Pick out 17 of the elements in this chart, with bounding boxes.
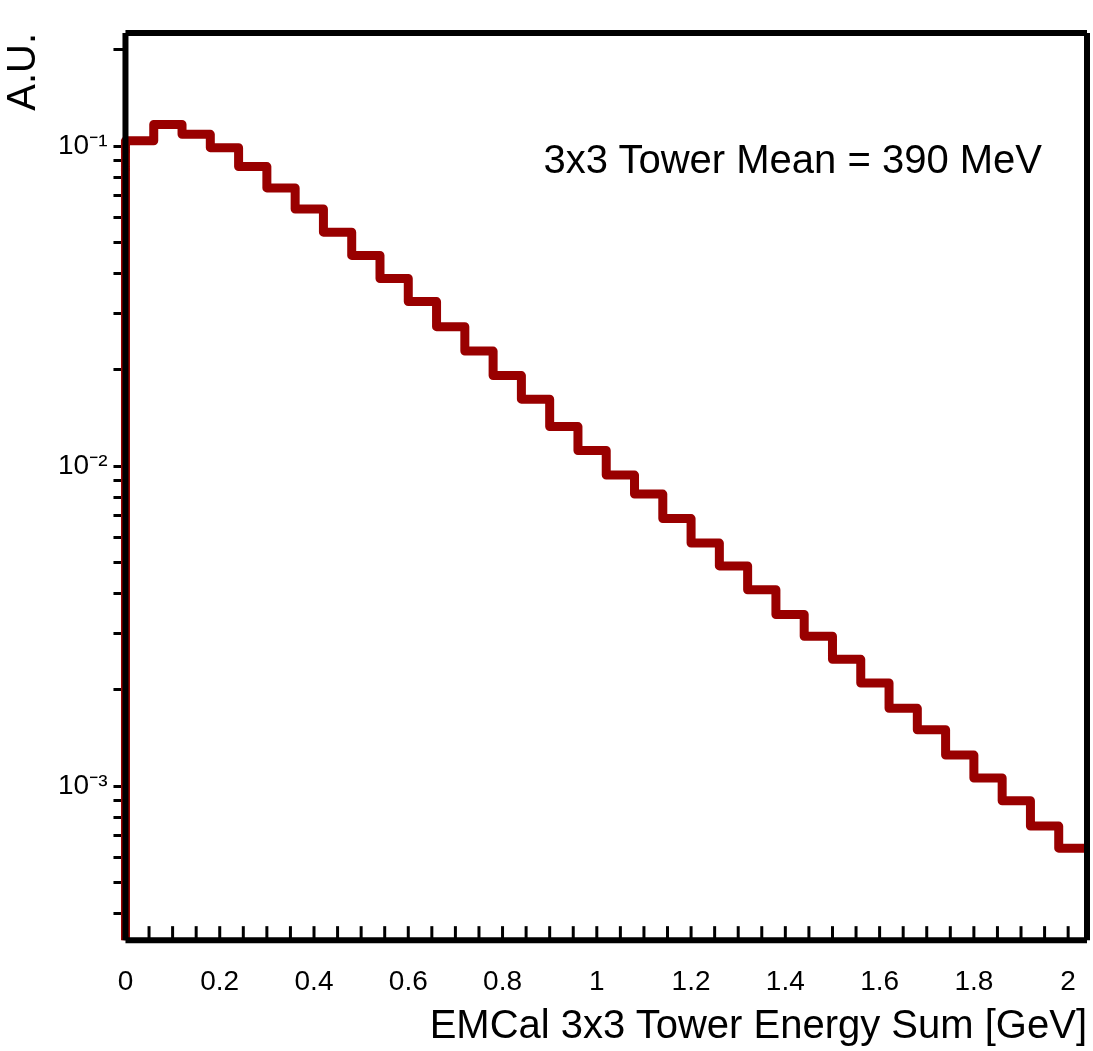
x-tick-label: 1.8 bbox=[954, 964, 994, 996]
x-tick-label: 0.8 bbox=[483, 964, 523, 996]
x-tick-label: 0.2 bbox=[200, 964, 240, 996]
y-axis-title: A.U. bbox=[0, 33, 44, 111]
x-tick-label: 0 bbox=[117, 964, 134, 996]
x-tick-label: 1.6 bbox=[860, 964, 900, 996]
x-tick-label: 1 bbox=[589, 964, 605, 996]
y-tick-label: 10⁻² bbox=[58, 448, 108, 480]
x-tick-label: 2 bbox=[1060, 964, 1076, 996]
x-tick-label: 0.6 bbox=[388, 964, 428, 996]
x-axis-title: EMCal 3x3 Tower Energy Sum [GeV] bbox=[429, 1002, 1087, 1047]
x-tick-label: 1.4 bbox=[765, 964, 805, 996]
annotation: 3x3 Tower Mean = 390 MeV bbox=[543, 137, 1043, 181]
y-tick-label: 10⁻¹ bbox=[58, 129, 108, 160]
y-tick-label: 10⁻³ bbox=[58, 768, 108, 800]
x-tick-label: 0.4 bbox=[294, 964, 334, 996]
x-tick-label: 1.2 bbox=[671, 964, 711, 996]
